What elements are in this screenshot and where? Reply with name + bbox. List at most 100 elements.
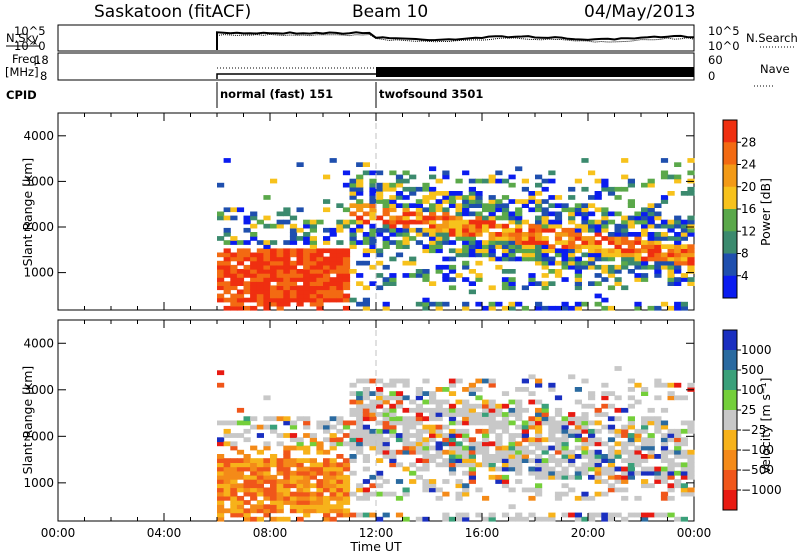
power-cell — [568, 207, 576, 213]
power-cell — [680, 223, 688, 229]
velocity-cell — [495, 407, 503, 413]
power-cell — [283, 273, 291, 278]
velocity-cell — [217, 500, 225, 505]
power-cell — [289, 289, 298, 295]
velocity-cell — [283, 516, 291, 522]
velocity-cell — [448, 462, 457, 468]
velocity-cell — [528, 416, 536, 422]
velocity-cell — [250, 483, 258, 489]
velocity-cell — [448, 454, 457, 459]
velocity-cell — [296, 483, 304, 489]
velocity-cell — [289, 445, 298, 451]
power-cell — [634, 252, 642, 258]
power-cell — [468, 186, 476, 192]
velocity-cell — [422, 399, 430, 405]
velocity-cell — [256, 466, 264, 472]
velocity-cell — [329, 504, 337, 510]
velocity-cell — [236, 508, 245, 514]
power-cell — [581, 215, 589, 221]
velocity-cell — [369, 512, 377, 518]
power-cell — [356, 219, 364, 225]
power-cell — [508, 277, 516, 282]
power-cell — [243, 305, 251, 311]
power-cell — [554, 203, 563, 208]
velocity-cell — [429, 433, 437, 438]
velocity-cell — [607, 516, 616, 522]
power-cell — [356, 199, 364, 204]
power-cell — [660, 174, 669, 180]
velocity-cell — [303, 491, 311, 497]
velocity-cell — [402, 395, 410, 401]
power-cell — [256, 264, 264, 270]
power-cell — [680, 236, 688, 241]
velocity-cell — [316, 466, 324, 472]
velocity-cell — [223, 462, 231, 468]
velocity-cell — [674, 445, 682, 451]
power-cell — [376, 191, 384, 196]
velocity-cell — [574, 428, 582, 434]
power-cell — [468, 269, 476, 274]
power-cell — [435, 232, 443, 237]
velocity-cell — [641, 424, 649, 430]
velocity-cell — [415, 403, 423, 409]
velocity-cell — [561, 449, 569, 455]
velocity-cell — [402, 491, 410, 497]
power-cell — [296, 236, 304, 241]
velocity-cell — [256, 479, 264, 484]
power-cell — [329, 248, 337, 254]
power-cell — [647, 178, 655, 184]
power-cell — [356, 207, 364, 213]
power-ytick-label: 2000 — [23, 220, 54, 234]
power-cell — [336, 277, 344, 282]
velocity-cell — [641, 428, 649, 434]
velocity-cell — [660, 512, 669, 518]
velocity-cell — [515, 512, 523, 518]
power-cell — [323, 256, 331, 262]
velocity-cell — [329, 495, 337, 501]
velocity-cell — [515, 516, 523, 522]
power-cell — [475, 273, 483, 278]
power-cell — [402, 260, 410, 266]
power-cell — [250, 297, 258, 303]
power-cell — [283, 281, 291, 286]
velocity-cell — [660, 382, 669, 388]
power-cell — [660, 260, 669, 266]
velocity-cell — [667, 433, 675, 438]
velocity-cell — [621, 495, 629, 501]
velocity-cell — [468, 466, 476, 472]
velocity-cell — [607, 474, 616, 480]
velocity-cell — [614, 449, 622, 455]
date-title: 04/May/2013 — [584, 2, 696, 22]
power-cell — [356, 227, 364, 233]
velocity-cell — [594, 454, 602, 459]
power-cell — [230, 305, 238, 311]
power-cell — [442, 191, 450, 196]
velocity-cell — [296, 470, 304, 476]
power-cell — [508, 199, 516, 204]
velocity-cell — [528, 512, 536, 518]
power-cell — [501, 244, 510, 249]
power-cell — [270, 252, 278, 258]
power-cell — [508, 252, 516, 258]
power-cell — [389, 170, 397, 176]
power-cell — [521, 285, 529, 291]
velocity-cell — [376, 433, 384, 438]
velocity-cell — [217, 512, 225, 518]
velocity-cell — [588, 403, 596, 409]
power-cell — [230, 264, 238, 270]
velocity-cell — [356, 449, 364, 455]
power-cell — [230, 236, 238, 241]
velocity-cell — [289, 424, 298, 430]
velocity-cell — [607, 487, 616, 493]
velocity-cell — [468, 382, 476, 388]
power-cell — [482, 252, 490, 258]
velocity-cell — [515, 407, 523, 413]
velocity-cell — [243, 512, 251, 518]
power-cell — [627, 248, 635, 254]
velocity-cell — [303, 416, 311, 422]
velocity-cell — [535, 458, 543, 463]
power-cell — [296, 252, 304, 258]
power-cell — [515, 211, 523, 217]
power-cell — [581, 203, 589, 208]
